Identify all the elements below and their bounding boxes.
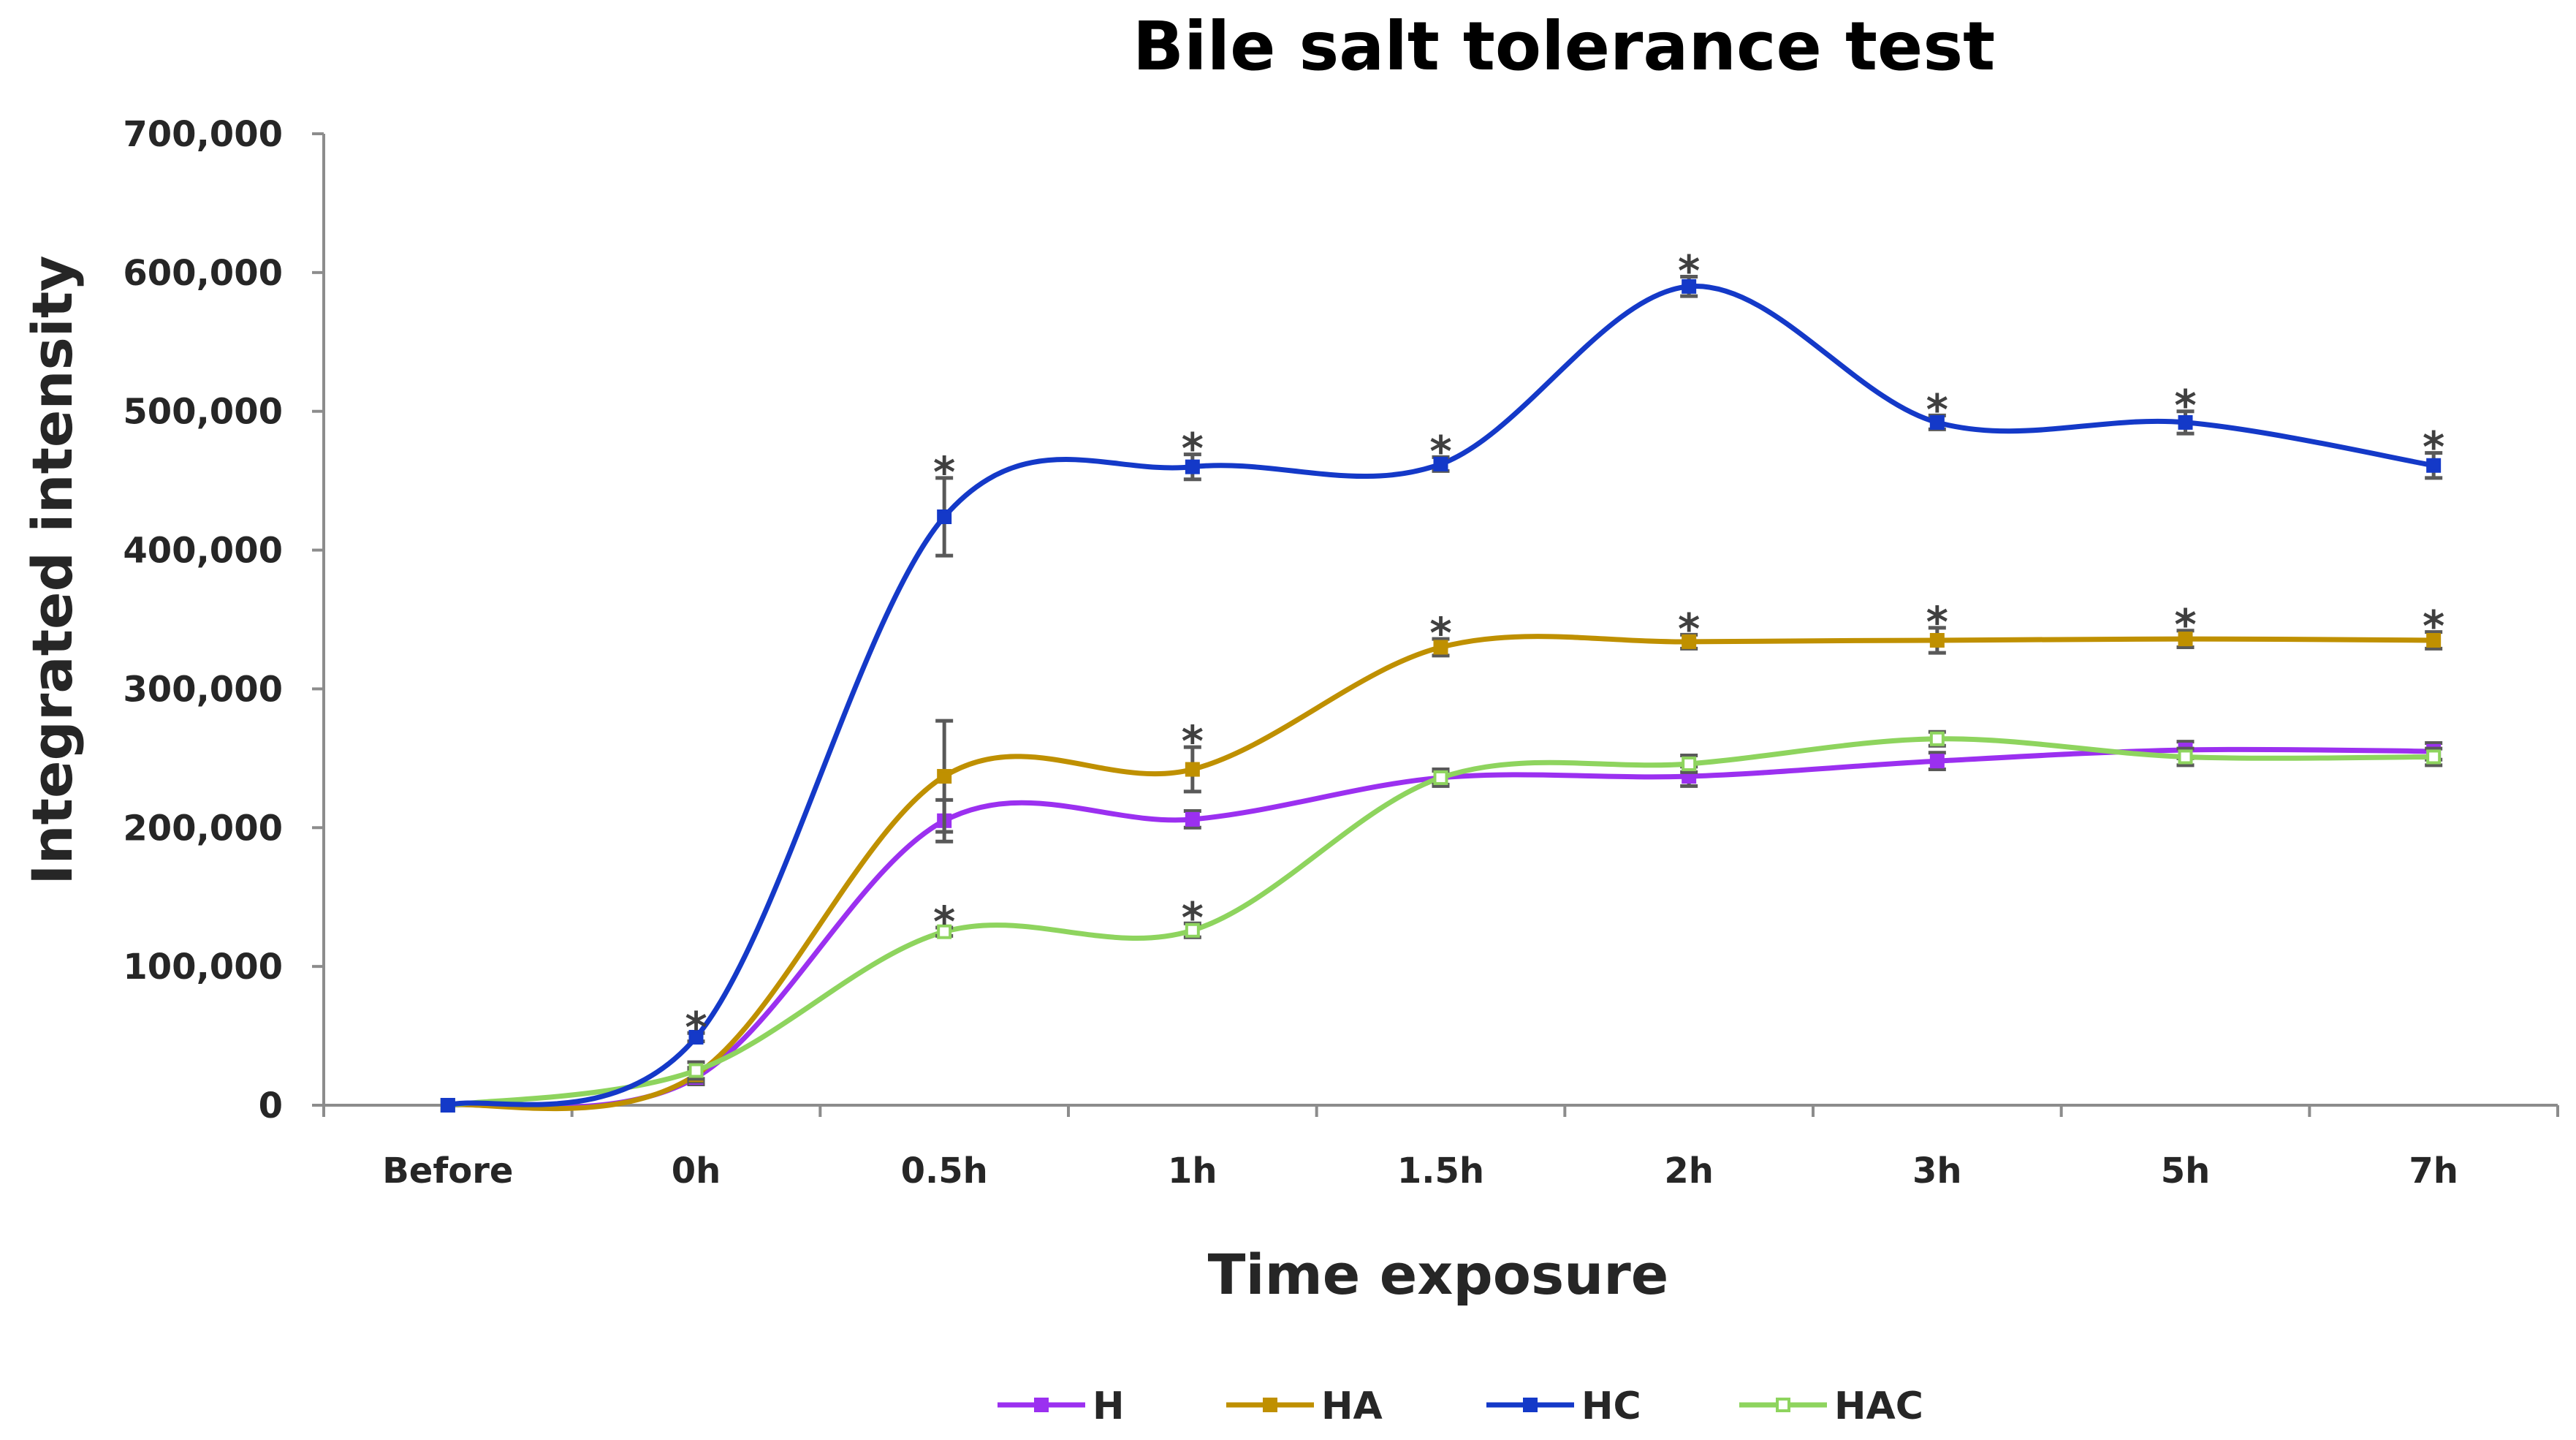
series-ha: ** * * * * xyxy=(440,597,2444,1113)
data-point-hc xyxy=(1433,456,1448,471)
y-tick-label: 300,000 xyxy=(123,669,283,710)
significance-marker: * xyxy=(2174,381,2196,431)
x-axis-label: Time exposure xyxy=(1208,1242,1669,1307)
legend-item-hac: HAC xyxy=(1739,1384,1923,1428)
legend-label: HAC xyxy=(1834,1384,1923,1428)
series-hac: * * xyxy=(440,730,2443,1113)
series-line-h xyxy=(445,746,2436,1110)
significance-marker: * xyxy=(1429,426,1451,476)
series-line-ha xyxy=(445,634,2436,1112)
series-line-hac xyxy=(445,736,2436,1108)
legend-swatch-marker xyxy=(1263,1398,1277,1412)
significance-marker: * xyxy=(1182,716,1204,766)
y-tick-label: 0 xyxy=(259,1085,283,1126)
data-point-ha xyxy=(1682,634,1697,649)
data-point-ha xyxy=(937,769,952,784)
significance-marker: * xyxy=(2174,600,2196,650)
series-layer: ** * * * ** *** * *** ** xyxy=(440,246,2444,1113)
legend-label: HA xyxy=(1321,1384,1383,1428)
legend-swatch-marker xyxy=(1776,1398,1790,1412)
series-h xyxy=(440,740,2443,1113)
data-point-hac xyxy=(1929,731,1945,746)
significance-marker: * xyxy=(1678,604,1700,653)
significance-marker: * xyxy=(933,897,955,947)
y-tick-label: 100,000 xyxy=(123,947,283,988)
axes: 0 100,000 200,000 300,000 400,000 500,000 600,… xyxy=(123,114,2559,1191)
chart-title: Bile salt tolerance test xyxy=(1133,7,1995,86)
data-point-h xyxy=(1185,811,1200,827)
legend-label: HC xyxy=(1581,1384,1641,1428)
significance-marker: * xyxy=(1429,608,1451,658)
series-hc: ** * *** ** xyxy=(440,246,2444,1113)
x-tick-label: 3h xyxy=(1912,1151,1962,1191)
y-tick-label: 600,000 xyxy=(123,253,283,294)
x-tick-label: 7h xyxy=(2409,1151,2458,1191)
data-point-hac xyxy=(1185,922,1200,938)
data-point-hac xyxy=(2426,749,2442,765)
significance-marker: * xyxy=(685,1002,707,1052)
y-tick-label: 700,000 xyxy=(123,114,283,155)
legend-label: H xyxy=(1093,1384,1125,1428)
significance-marker: * xyxy=(2423,602,2444,651)
series-line-hc xyxy=(445,284,2436,1108)
data-point-hac xyxy=(2178,749,2193,765)
x-tick-label: 2h xyxy=(1664,1151,1714,1191)
x-tick-label: 1.5h xyxy=(1397,1151,1484,1191)
significance-marker: * xyxy=(933,447,955,497)
y-tick-label: 200,000 xyxy=(123,808,283,849)
legend-item-ha: HA xyxy=(1226,1384,1383,1428)
data-point-ha xyxy=(1185,762,1200,777)
data-point-hac xyxy=(937,924,952,939)
significance-marker: * xyxy=(1926,597,1948,647)
legend-swatch-marker xyxy=(1523,1398,1538,1412)
data-point-hc xyxy=(2426,458,2442,473)
data-point-ha xyxy=(1929,632,1945,648)
data-point-h xyxy=(1929,754,1945,769)
data-point-hac xyxy=(1433,770,1448,785)
x-tick-label: Before xyxy=(382,1151,513,1191)
data-point-ha xyxy=(2178,632,2193,647)
y-tick-label: 500,000 xyxy=(123,392,283,433)
legend-item-hc: HC xyxy=(1486,1384,1641,1428)
x-tick-label: 5h xyxy=(2161,1151,2211,1191)
data-point-ha xyxy=(2426,632,2442,648)
legend-swatch-marker xyxy=(1034,1398,1049,1412)
data-point-hac xyxy=(688,1063,704,1078)
significance-marker: * xyxy=(2423,422,2444,472)
data-point-hac xyxy=(1682,756,1697,771)
significance-marker: * xyxy=(1678,246,1700,296)
y-axis-label: Integrated intensity xyxy=(20,255,85,884)
data-point-hc xyxy=(1929,414,1945,430)
data-point-hc xyxy=(937,509,952,525)
legend-item-h: H xyxy=(998,1384,1125,1428)
data-point-ha xyxy=(1433,640,1448,655)
significance-marker: * xyxy=(1182,893,1204,942)
data-point-hc xyxy=(1185,459,1200,474)
x-tick-label: 0.5h xyxy=(901,1151,988,1191)
x-tick-label: 1h xyxy=(1168,1151,1217,1191)
data-point-hc xyxy=(2178,414,2193,430)
data-point-hc xyxy=(440,1098,455,1113)
legend: H HA HC HAC xyxy=(998,1384,1923,1428)
significance-marker: * xyxy=(1182,424,1204,474)
significance-marker: * xyxy=(1926,384,1948,434)
data-point-hc xyxy=(1682,278,1697,294)
x-tick-label: 0h xyxy=(672,1151,721,1191)
data-point-hc xyxy=(688,1029,704,1045)
y-tick-label: 400,000 xyxy=(123,531,283,572)
